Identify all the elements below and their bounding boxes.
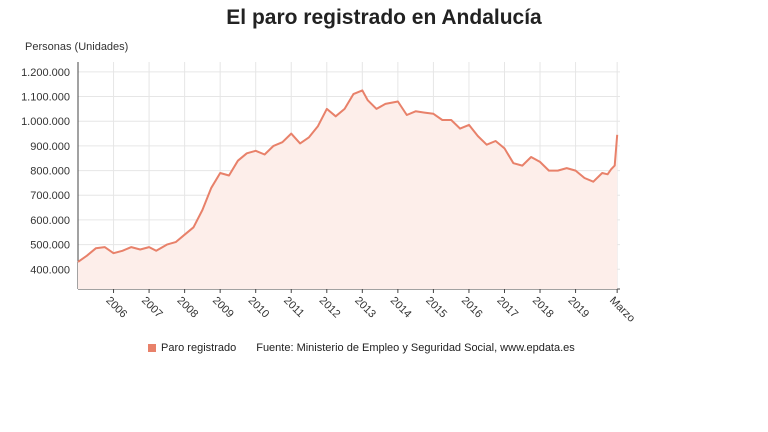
y-tick-label: 700.000 xyxy=(30,190,70,202)
x-tick-label: 2011 xyxy=(281,295,306,320)
y-axis-label: Personas (Unidades) xyxy=(25,41,129,53)
x-tick-label: 2012 xyxy=(317,295,343,321)
x-tick-label: 2014 xyxy=(388,295,414,321)
x-tick-label: 2009 xyxy=(210,295,236,321)
legend: Paro registrado Fuente: Ministerio de Em… xyxy=(148,342,575,354)
x-tick-label: 2013 xyxy=(352,295,378,321)
chart-title: El paro registrado en Andalucía xyxy=(226,6,542,29)
legend-series-label: Paro registrado xyxy=(161,342,237,354)
x-tick-label: 2016 xyxy=(459,295,485,321)
y-tick-label: 1.000.000 xyxy=(21,116,70,128)
y-tick-label: 1.200.000 xyxy=(21,67,70,79)
x-tick-label: 2019 xyxy=(565,295,591,321)
y-tick-label: 900.000 xyxy=(30,141,70,153)
x-tick-label: 2015 xyxy=(423,295,449,321)
x-tick-label: 2017 xyxy=(494,295,520,321)
x-tick-label: 2006 xyxy=(103,295,129,321)
y-tick-label: 600.000 xyxy=(30,215,70,227)
source-note: Fuente: Ministerio de Empleo y Seguridad… xyxy=(256,342,575,354)
series-area-paro-registrado xyxy=(78,90,618,290)
y-tick-label: 800.000 xyxy=(30,166,70,178)
x-tick-label: 2008 xyxy=(175,295,201,321)
y-tick-label: 400.000 xyxy=(30,264,70,276)
legend-swatch xyxy=(148,344,156,352)
x-tick-label: 2007 xyxy=(139,295,165,321)
x-tick-label: 2018 xyxy=(530,295,556,321)
series-line-paro-registrado xyxy=(77,89,619,263)
x-tick-label: Marzo xyxy=(607,295,637,325)
y-tick-label: 1.100.000 xyxy=(21,92,70,104)
y-tick-label: 500.000 xyxy=(30,240,70,252)
x-tick-label: 2010 xyxy=(246,295,272,321)
